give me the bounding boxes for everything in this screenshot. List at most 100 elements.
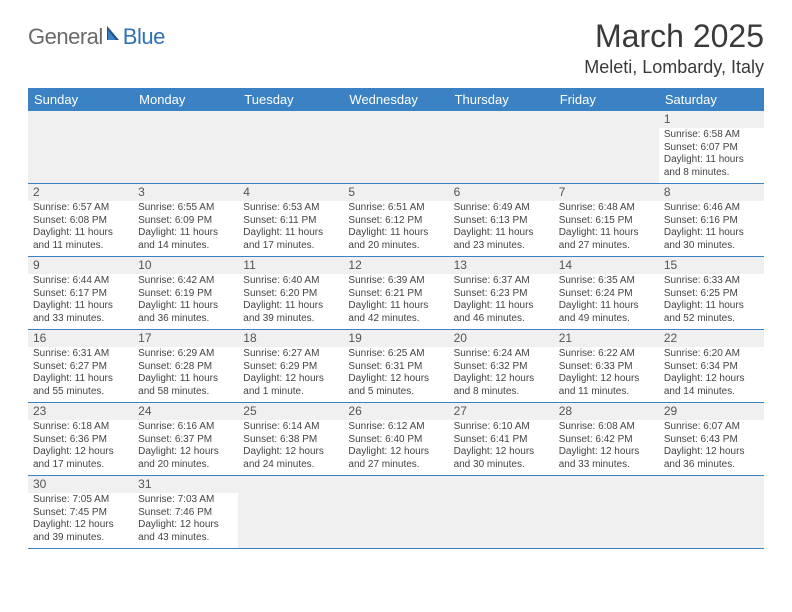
day-number-empty	[449, 111, 554, 128]
sunset-text: Sunset: 6:15 PM	[559, 215, 654, 228]
day-details: Sunrise: 6:42 AMSunset: 6:19 PMDaylight:…	[137, 275, 234, 325]
sunset-text: Sunset: 6:31 PM	[348, 361, 443, 374]
day-number: 31	[133, 476, 238, 493]
day-number: 8	[659, 184, 764, 201]
day-number-empty	[343, 476, 448, 493]
sunrise-text: Sunrise: 6:25 AM	[348, 348, 443, 361]
calendar-cell: 26Sunrise: 6:12 AMSunset: 6:40 PMDayligh…	[343, 403, 448, 476]
day-details: Sunrise: 7:05 AMSunset: 7:45 PMDaylight:…	[32, 494, 129, 544]
sunset-text: Sunset: 6:09 PM	[138, 215, 233, 228]
calendar-cell: 31Sunrise: 7:03 AMSunset: 7:46 PMDayligh…	[133, 476, 238, 549]
day-details: Sunrise: 6:35 AMSunset: 6:24 PMDaylight:…	[558, 275, 655, 325]
day-number: 22	[659, 330, 764, 347]
sail-icon	[105, 24, 125, 42]
daylight-text: Daylight: 12 hours and 8 minutes.	[454, 373, 549, 398]
sunset-text: Sunset: 6:33 PM	[559, 361, 654, 374]
sunrise-text: Sunrise: 6:55 AM	[138, 202, 233, 215]
day-number: 26	[343, 403, 448, 420]
calendar-cell: 4Sunrise: 6:53 AMSunset: 6:11 PMDaylight…	[238, 184, 343, 257]
day-number: 7	[554, 184, 659, 201]
day-details: Sunrise: 6:20 AMSunset: 6:34 PMDaylight:…	[663, 348, 760, 398]
day-details: Sunrise: 6:49 AMSunset: 6:13 PMDaylight:…	[453, 202, 550, 252]
sunset-text: Sunset: 6:20 PM	[243, 288, 338, 301]
day-details: Sunrise: 6:18 AMSunset: 6:36 PMDaylight:…	[32, 421, 129, 471]
sunrise-text: Sunrise: 6:31 AM	[33, 348, 128, 361]
calendar-cell: 20Sunrise: 6:24 AMSunset: 6:32 PMDayligh…	[449, 330, 554, 403]
sunset-text: Sunset: 6:27 PM	[33, 361, 128, 374]
daylight-text: Daylight: 11 hours and 36 minutes.	[138, 300, 233, 325]
calendar-cell: 13Sunrise: 6:37 AMSunset: 6:23 PMDayligh…	[449, 257, 554, 330]
day-number: 12	[343, 257, 448, 274]
calendar-week-row: 1Sunrise: 6:58 AMSunset: 6:07 PMDaylight…	[28, 111, 764, 184]
calendar-week-row: 23Sunrise: 6:18 AMSunset: 6:36 PMDayligh…	[28, 403, 764, 476]
day-number-empty	[659, 476, 764, 493]
day-details: Sunrise: 6:57 AMSunset: 6:08 PMDaylight:…	[32, 202, 129, 252]
day-details: Sunrise: 6:31 AMSunset: 6:27 PMDaylight:…	[32, 348, 129, 398]
sunset-text: Sunset: 7:45 PM	[33, 507, 128, 520]
sunset-text: Sunset: 6:29 PM	[243, 361, 338, 374]
daylight-text: Daylight: 12 hours and 14 minutes.	[664, 373, 759, 398]
daylight-text: Daylight: 12 hours and 30 minutes.	[454, 446, 549, 471]
day-details: Sunrise: 6:14 AMSunset: 6:38 PMDaylight:…	[242, 421, 339, 471]
weekday-header: Monday	[133, 88, 238, 111]
day-number: 28	[554, 403, 659, 420]
sunrise-text: Sunrise: 6:07 AM	[664, 421, 759, 434]
day-number: 10	[133, 257, 238, 274]
sunset-text: Sunset: 6:24 PM	[559, 288, 654, 301]
daylight-text: Daylight: 11 hours and 33 minutes.	[33, 300, 128, 325]
day-number: 14	[554, 257, 659, 274]
sunset-text: Sunset: 6:23 PM	[454, 288, 549, 301]
daylight-text: Daylight: 12 hours and 27 minutes.	[348, 446, 443, 471]
weekday-header: Wednesday	[343, 88, 448, 111]
daylight-text: Daylight: 11 hours and 14 minutes.	[138, 227, 233, 252]
calendar-cell: 12Sunrise: 6:39 AMSunset: 6:21 PMDayligh…	[343, 257, 448, 330]
calendar-cell	[343, 111, 448, 184]
sunset-text: Sunset: 6:37 PM	[138, 434, 233, 447]
location: Meleti, Lombardy, Italy	[584, 57, 764, 78]
calendar-cell: 15Sunrise: 6:33 AMSunset: 6:25 PMDayligh…	[659, 257, 764, 330]
day-number: 16	[28, 330, 133, 347]
sunrise-text: Sunrise: 7:05 AM	[33, 494, 128, 507]
sunrise-text: Sunrise: 6:24 AM	[454, 348, 549, 361]
daylight-text: Daylight: 11 hours and 39 minutes.	[243, 300, 338, 325]
sunset-text: Sunset: 6:16 PM	[664, 215, 759, 228]
calendar-cell	[343, 476, 448, 549]
day-number: 18	[238, 330, 343, 347]
calendar-cell: 16Sunrise: 6:31 AMSunset: 6:27 PMDayligh…	[28, 330, 133, 403]
day-details: Sunrise: 6:24 AMSunset: 6:32 PMDaylight:…	[453, 348, 550, 398]
sunrise-text: Sunrise: 6:42 AM	[138, 275, 233, 288]
sunrise-text: Sunrise: 6:49 AM	[454, 202, 549, 215]
day-details: Sunrise: 6:55 AMSunset: 6:09 PMDaylight:…	[137, 202, 234, 252]
sunrise-text: Sunrise: 6:53 AM	[243, 202, 338, 215]
daylight-text: Daylight: 11 hours and 8 minutes.	[664, 154, 759, 179]
calendar-cell: 2Sunrise: 6:57 AMSunset: 6:08 PMDaylight…	[28, 184, 133, 257]
daylight-text: Daylight: 11 hours and 11 minutes.	[33, 227, 128, 252]
sunrise-text: Sunrise: 6:27 AM	[243, 348, 338, 361]
day-number: 1	[659, 111, 764, 128]
sunset-text: Sunset: 6:32 PM	[454, 361, 549, 374]
day-number: 20	[449, 330, 554, 347]
calendar-cell	[554, 476, 659, 549]
day-details: Sunrise: 6:48 AMSunset: 6:15 PMDaylight:…	[558, 202, 655, 252]
daylight-text: Daylight: 12 hours and 36 minutes.	[664, 446, 759, 471]
day-number-empty	[343, 111, 448, 128]
calendar-week-row: 16Sunrise: 6:31 AMSunset: 6:27 PMDayligh…	[28, 330, 764, 403]
sunrise-text: Sunrise: 6:39 AM	[348, 275, 443, 288]
day-number: 3	[133, 184, 238, 201]
calendar-cell: 23Sunrise: 6:18 AMSunset: 6:36 PMDayligh…	[28, 403, 133, 476]
weekday-header: Thursday	[449, 88, 554, 111]
daylight-text: Daylight: 11 hours and 20 minutes.	[348, 227, 443, 252]
daylight-text: Daylight: 11 hours and 17 minutes.	[243, 227, 338, 252]
daylight-text: Daylight: 12 hours and 1 minute.	[243, 373, 338, 398]
month-title: March 2025	[584, 18, 764, 55]
calendar-cell: 22Sunrise: 6:20 AMSunset: 6:34 PMDayligh…	[659, 330, 764, 403]
calendar-cell: 5Sunrise: 6:51 AMSunset: 6:12 PMDaylight…	[343, 184, 448, 257]
daylight-text: Daylight: 11 hours and 55 minutes.	[33, 373, 128, 398]
day-details: Sunrise: 6:22 AMSunset: 6:33 PMDaylight:…	[558, 348, 655, 398]
calendar-cell	[238, 476, 343, 549]
day-number-empty	[238, 476, 343, 493]
sunrise-text: Sunrise: 6:57 AM	[33, 202, 128, 215]
sunset-text: Sunset: 6:21 PM	[348, 288, 443, 301]
sunrise-text: Sunrise: 7:03 AM	[138, 494, 233, 507]
calendar-cell: 19Sunrise: 6:25 AMSunset: 6:31 PMDayligh…	[343, 330, 448, 403]
